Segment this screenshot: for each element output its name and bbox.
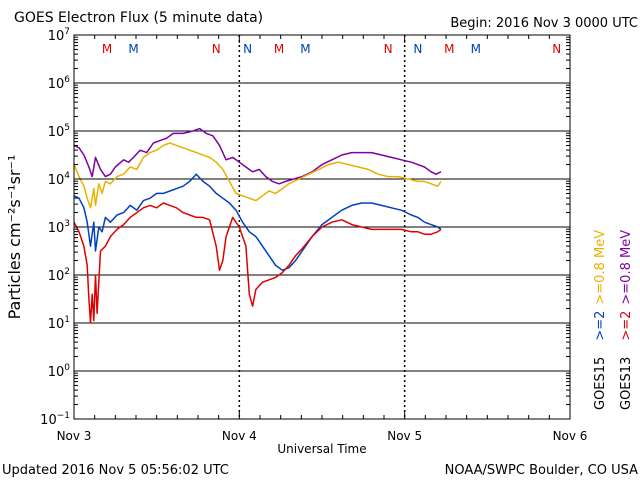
y-tick-label: 105 xyxy=(48,123,70,140)
satellite-marker: N xyxy=(384,42,393,56)
x-tick-label: Nov 5 xyxy=(387,429,422,443)
legend-item: GOES15 xyxy=(593,357,608,410)
satellite-marker: N xyxy=(212,42,221,56)
series-line-4 xyxy=(73,202,442,324)
legend-item: >=0.8 MeV xyxy=(619,230,634,305)
series-group xyxy=(73,127,442,324)
legend-item: GOES13 xyxy=(619,357,634,410)
x-tick-label: Nov 3 xyxy=(57,429,92,443)
satellite-marker: M xyxy=(471,42,481,56)
chart-title: GOES Electron Flux (5 minute data) xyxy=(14,10,263,26)
y-tick-label: 101 xyxy=(48,315,70,332)
y-tick-label: 10−1 xyxy=(40,411,70,428)
y-tick-label: 100 xyxy=(48,363,71,380)
satellite-marker: N xyxy=(552,42,561,56)
updated-timestamp: Updated 2016 Nov 5 05:56:02 UTC xyxy=(2,463,229,478)
y-tick-label: 107 xyxy=(48,27,70,44)
data-source-credit: NOAA/SWPC Boulder, CO USA xyxy=(445,463,638,478)
satellite-marker: M xyxy=(128,42,138,56)
satellite-marker: M xyxy=(274,42,284,56)
series-line-2 xyxy=(73,142,442,209)
y-tick-label: 103 xyxy=(48,219,70,236)
y-tick-label: 106 xyxy=(48,75,71,92)
legend-item: >=0.8 MeV xyxy=(593,230,608,305)
x-tick-label: Nov 6 xyxy=(553,429,588,443)
satellite-marker: N xyxy=(243,42,252,56)
x-tick-label: Nov 4 xyxy=(222,429,257,443)
legend-column: GOES15 >=2 >=0.8 MeV xyxy=(593,230,608,410)
series-line-1 xyxy=(73,127,442,185)
legend: GOES15 >=2 >=0.8 MeV GOES13 >=2 >=0.8 MeV xyxy=(593,230,634,410)
y-tick-label: 102 xyxy=(48,267,70,284)
legend-item: >=2 xyxy=(619,311,634,341)
legend-column: GOES13 >=2 >=0.8 MeV xyxy=(619,230,634,410)
y-tick-label: 104 xyxy=(48,171,71,188)
satellite-marker: M xyxy=(300,42,310,56)
x-axis-ticks: Nov 3 Nov 4 Nov 5 Nov 6 xyxy=(57,35,588,443)
legend-item: >=2 xyxy=(593,311,608,341)
satellite-marker: N xyxy=(413,42,422,56)
y-axis-ticks: 107 106 105 104 103 102 101 100 10−1 xyxy=(40,27,570,428)
begin-time-label: Begin: 2016 Nov 3 0000 UTC xyxy=(450,16,638,31)
satellite-marker: M xyxy=(444,42,454,56)
x-axis-label: Universal Time xyxy=(277,442,366,456)
y-axis-label: Particles cm⁻²s⁻¹sr⁻¹ xyxy=(5,155,24,320)
satellite-marker: M xyxy=(102,42,112,56)
series-line-3 xyxy=(73,173,442,271)
